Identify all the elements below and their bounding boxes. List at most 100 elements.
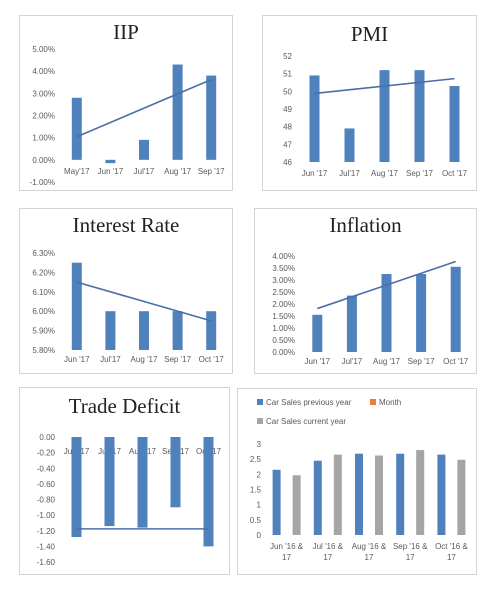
x-tick-label: Oct '17: [442, 169, 468, 178]
chart-title: Trade Deficit: [68, 394, 181, 418]
legend-swatch: [257, 418, 263, 424]
x-tick-label: Jun '17: [64, 355, 90, 364]
y-tick-label: 47: [283, 140, 292, 149]
y-tick-label: 5.00%: [32, 45, 55, 54]
y-tick-label: 2.5: [250, 455, 262, 464]
bar: [437, 454, 446, 535]
y-tick-label: 6.20%: [32, 268, 55, 277]
y-tick-label: 1.5: [250, 486, 262, 495]
bar: [449, 86, 460, 162]
bar: [414, 70, 425, 162]
bar: [355, 453, 363, 535]
legend-swatch: [257, 399, 263, 405]
car-sales-chart-svg: 3 2.5 2 1.5 1 0.5 0 Jun '16 & 17 Jul '16 & 17 Aug '…: [250, 398, 469, 562]
x-tick-label: Aug '17: [164, 167, 191, 176]
bar: [416, 274, 427, 352]
y-tick-label: 4.00%: [32, 67, 55, 76]
y-tick-label: 1.50%: [272, 312, 295, 321]
bar: [105, 159, 116, 164]
bar: [333, 454, 342, 535]
legend-label: Month: [379, 398, 401, 407]
y-tick-label: 1.00%: [272, 324, 295, 333]
bar: [272, 469, 281, 535]
legend-label: Car Sales previous year: [266, 398, 352, 407]
y-tick-label: 2.50%: [272, 288, 295, 297]
x-tick-label: Aug '17: [373, 357, 400, 366]
x-tick-label: Jul'17: [342, 357, 363, 366]
y-tick-label: 6.30%: [32, 249, 55, 258]
x-tick-label: Jun '17: [302, 169, 328, 178]
y-tick-label: 50: [283, 87, 292, 96]
bar: [344, 128, 355, 162]
trendline: [76, 281, 212, 322]
y-tick-label: 4.00%: [272, 252, 295, 261]
x-tick-label: Jul '16 & 17: [313, 542, 344, 562]
x-tick-label: Sep '17: [406, 169, 433, 178]
bar: [137, 437, 148, 528]
trade-deficit-chart-svg: 0.00 -0.20 -0.40 -0.60 -0.80 -1.00 -1.20 -1.40 -…: [37, 433, 222, 567]
x-tick-label: Oct '17: [199, 355, 225, 364]
x-tick-label: Aug '17: [131, 355, 158, 364]
x-tick-label: Aug '17: [371, 169, 398, 178]
x-tick-label: May'17: [64, 167, 90, 176]
bar: [309, 75, 320, 162]
y-tick-label: -1.00: [37, 511, 56, 520]
y-tick-label: 3: [257, 440, 262, 449]
x-tick-label: Sep '17: [164, 355, 191, 364]
x-tick-label: Jun '16 & 17: [270, 542, 304, 562]
x-tick-label: Jul'17: [100, 355, 121, 364]
y-tick-label: 1: [257, 501, 262, 510]
y-tick-label: 3.00%: [272, 276, 295, 285]
bar: [379, 70, 390, 162]
bar: [312, 314, 323, 352]
y-tick-label: 1.00%: [32, 134, 55, 143]
bar: [139, 139, 149, 160]
chart-title: PMI: [350, 22, 389, 46]
y-tick-label: 52: [283, 52, 292, 61]
y-tick-label: 48: [283, 123, 292, 132]
y-tick-label: 0.5: [250, 516, 262, 525]
chart-panel-inflation: Inflation 4.00% 3.50% 3.00% 2.50% 2.00% 1.50%…: [254, 208, 477, 374]
x-tick-label: Jul'17: [339, 169, 360, 178]
bar: [396, 453, 405, 535]
x-tick-label: Jun '17: [305, 357, 331, 366]
chart-title: Interest Rate: [72, 213, 180, 237]
y-tick-label: 0.00%: [272, 348, 295, 357]
y-tick-label: 6.00%: [32, 307, 55, 316]
pmi-chart-svg: 52 51 50 49 48 47 46 Jun '17 Jul'17 Aug '17 Sep '1…: [283, 52, 468, 178]
x-tick-label: Sep '17: [198, 167, 225, 176]
chart-panel-interest-rate: Interest Rate 6.30% 6.20% 6.10% 6.00% 5.90% 5…: [19, 208, 233, 374]
chart-panel-car-sales: 3 2.5 2 1.5 1 0.5 0 Jun '16 & 17 Jul '16 & 17 Aug '…: [237, 388, 477, 575]
bar: [346, 295, 357, 352]
bar: [457, 459, 466, 535]
x-tick-label: Oct '16 & 17: [435, 542, 468, 562]
bar: [416, 450, 425, 535]
y-tick-label: 3.50%: [272, 264, 295, 273]
y-tick-label: 2.00%: [32, 112, 55, 121]
bar: [71, 437, 82, 537]
bar: [206, 311, 217, 350]
y-tick-label: 5.90%: [32, 327, 55, 336]
bar: [203, 437, 214, 547]
bar: [139, 311, 149, 350]
chart-title: Inflation: [329, 213, 402, 237]
chart-panel-iip: IIP 5.00% 4.00% 3.00% 2.00% 1.00% 0.00% -1.00%…: [19, 15, 233, 191]
y-tick-label: 0.50%: [272, 336, 295, 345]
x-tick-label: Aug '16 & 17: [352, 542, 387, 562]
bar: [313, 460, 322, 535]
y-tick-label: 0: [257, 531, 262, 540]
bar: [172, 311, 183, 350]
y-tick-label: 3.00%: [32, 89, 55, 98]
y-tick-label: -1.60: [37, 558, 56, 567]
y-tick-label: -1.40: [37, 542, 56, 551]
bar: [105, 311, 116, 350]
y-tick-label: -0.60: [37, 480, 56, 489]
x-tick-label: Oct '17: [443, 357, 469, 366]
legend-swatch: [370, 399, 376, 405]
bar: [375, 455, 383, 535]
bar: [172, 64, 183, 160]
y-tick-label: 5.80%: [32, 346, 55, 355]
y-tick-label: 0.00%: [32, 156, 55, 165]
bar: [170, 437, 181, 508]
y-tick-label: 2.00%: [272, 300, 295, 309]
